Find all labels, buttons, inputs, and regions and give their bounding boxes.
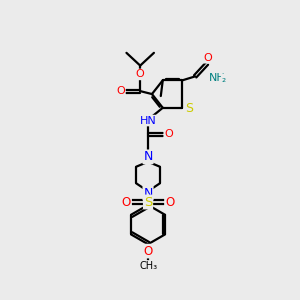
Text: N: N [143, 150, 153, 164]
Text: O: O [143, 244, 153, 258]
Text: HN: HN [140, 116, 156, 126]
Text: O: O [122, 196, 131, 208]
Text: CH₃: CH₃ [140, 261, 158, 271]
Text: O: O [116, 86, 125, 96]
Text: NH: NH [209, 74, 226, 83]
Text: O: O [136, 69, 145, 80]
Text: N: N [143, 187, 153, 200]
Text: S: S [185, 102, 193, 115]
Text: S: S [144, 196, 152, 208]
Text: ₂: ₂ [222, 74, 226, 84]
Text: O: O [165, 196, 174, 208]
Text: O: O [203, 53, 212, 63]
Text: O: O [164, 129, 173, 139]
